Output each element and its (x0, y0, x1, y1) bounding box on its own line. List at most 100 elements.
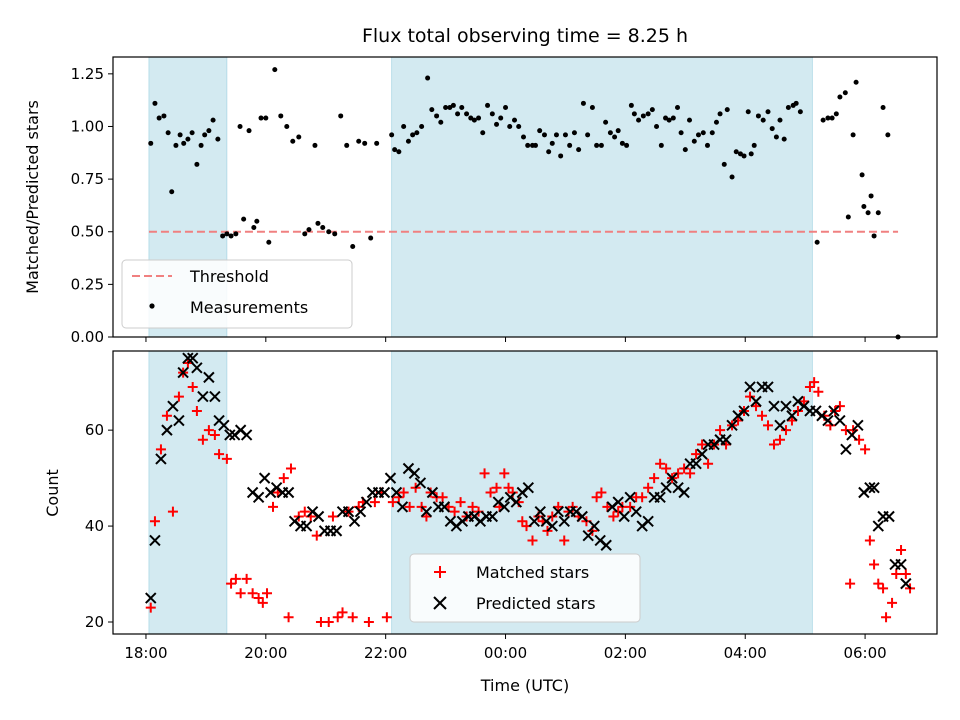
predicted-star-point-65 (522, 481, 535, 494)
predicted-star-point-44 (396, 501, 409, 513)
measurement-point-153 (850, 132, 856, 138)
measurement-point-34 (302, 231, 308, 237)
predicted-star-point-91 (678, 486, 690, 499)
predicted-star-point-117 (834, 414, 846, 427)
measurement-point-62 (450, 102, 456, 108)
measurement-point-15 (210, 117, 216, 123)
matched-star-point-0 (145, 602, 156, 613)
measurement-point-49 (392, 147, 398, 153)
measurement-point-60 (443, 105, 449, 111)
predicted-star-point-9 (191, 362, 203, 374)
measurement-point-20 (233, 231, 239, 237)
measurement-point-148 (829, 115, 835, 121)
measurement-point-23 (246, 128, 252, 134)
matched-star-point-131 (864, 535, 875, 546)
bottom-axes-frame (112, 350, 938, 635)
measurement-point-73 (498, 115, 504, 121)
measurement-point-16 (215, 136, 221, 142)
count-panel: 20 40 60 18:00 20:00 22:00 00:00 02:00 04:00 06:… (43, 350, 938, 695)
measurement-point-160 (875, 210, 881, 216)
x-tick-label: 04:00 (724, 644, 767, 662)
measurement-point-25 (254, 218, 260, 224)
predicted-star-point-20 (252, 491, 265, 504)
measurement-point-146 (820, 117, 826, 123)
measurement-point-47 (374, 140, 380, 146)
y-tick-label: 20 (85, 613, 104, 631)
matched-star-point-44 (381, 612, 392, 623)
predicted-star-point-118 (840, 443, 852, 456)
matched-star-point-29 (299, 506, 310, 517)
legend-threshold-label: Threshold (189, 267, 269, 286)
predicted-star-point-8 (186, 352, 199, 364)
measurement-point-135 (760, 117, 766, 123)
predicted-star-point-101 (738, 405, 750, 417)
x-tick-label: 20:00 (244, 644, 287, 662)
matched-star-point-12 (209, 429, 220, 440)
measurement-point-83 (541, 132, 547, 138)
matched-star-point-110 (751, 401, 762, 412)
measurement-point-87 (558, 153, 564, 159)
measurement-point-11 (194, 161, 200, 167)
measurement-point-28 (266, 239, 272, 245)
measurement-point-21 (237, 123, 243, 129)
predicted-star-point-70 (552, 505, 564, 518)
matched-star-point-77 (559, 535, 570, 546)
predicted-star-point-33 (330, 525, 343, 537)
measurement-point-109 (654, 123, 660, 129)
matched-star-point-130 (860, 444, 871, 455)
matched-stars-points (145, 357, 916, 628)
measurement-point-59 (438, 119, 444, 125)
measurement-point-103 (628, 102, 634, 108)
predicted-star-point-5 (173, 414, 185, 427)
top-x-ticks (145, 337, 866, 342)
measurement-point-144 (797, 109, 803, 115)
matched-star-point-8 (187, 381, 198, 392)
measurement-point-65 (464, 111, 470, 117)
measurement-point-139 (777, 117, 783, 123)
matched-star-point-26 (283, 612, 294, 623)
measurement-point-77 (516, 123, 522, 129)
measurement-point-86 (553, 132, 559, 138)
matched-star-point-57 (455, 497, 466, 508)
matched-star-point-45 (387, 497, 398, 508)
measurement-point-143 (793, 100, 799, 106)
matched-star-point-11 (203, 425, 214, 436)
predicted-star-point-119 (846, 429, 858, 441)
measurement-point-118 (691, 138, 697, 144)
matched-star-point-94 (655, 458, 666, 469)
y-tick-label: 0.75 (71, 170, 104, 188)
matched-star-point-18 (241, 573, 252, 584)
measurement-point-7 (177, 132, 183, 138)
bottom-legend: Matched stars Predicted stars (409, 553, 641, 623)
predicted-star-point-67 (534, 505, 546, 518)
predicted-star-point-4 (167, 400, 179, 412)
measurement-point-13 (202, 132, 208, 138)
measurement-point-1 (152, 100, 158, 106)
measurement-point-64 (459, 105, 465, 111)
measurement-point-161 (880, 105, 886, 111)
measurement-point-46 (368, 235, 374, 241)
matched-star-point-97 (673, 468, 684, 479)
matched-star-point-5 (173, 391, 184, 402)
measurement-point-104 (631, 111, 637, 117)
matched-star-point-117 (792, 405, 803, 416)
matched-star-point-15 (226, 578, 237, 589)
measurement-point-69 (480, 130, 486, 136)
measurement-point-40 (332, 231, 338, 237)
measurement-point-125 (721, 161, 727, 167)
measurement-point-116 (682, 147, 688, 153)
predicted-star-point-108 (780, 400, 792, 412)
measurement-point-14 (206, 128, 212, 134)
measurement-point-32 (290, 138, 296, 144)
measurement-point-96 (598, 142, 604, 148)
measurement-point-123 (713, 119, 719, 125)
predicted-star-point-109 (786, 410, 798, 422)
measurement-point-31 (284, 123, 290, 129)
measurement-point-136 (765, 109, 771, 115)
measurements-points (148, 67, 901, 340)
measurement-point-71 (489, 111, 495, 117)
measurement-point-145 (814, 239, 820, 245)
measurement-point-130 (741, 153, 747, 159)
matched-star-point-95 (661, 463, 672, 474)
